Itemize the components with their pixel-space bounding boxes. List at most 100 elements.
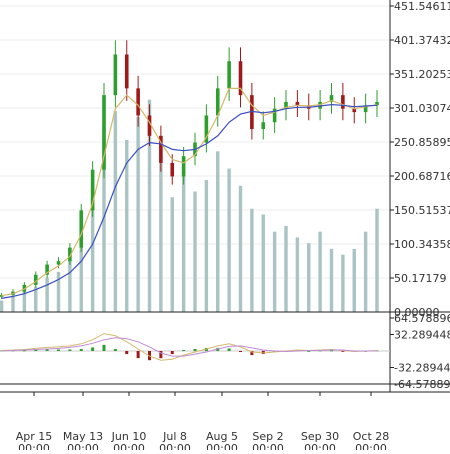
candle-body (147, 115, 152, 136)
candle-body (329, 95, 334, 102)
macd-tick-label: -32.28944 (394, 362, 450, 375)
price-tick-label: 0.00000 (394, 306, 440, 319)
macd-histogram-bar (182, 349, 186, 351)
macd-histogram-bar (91, 347, 95, 351)
volume-bar (159, 162, 163, 312)
volume-bar (181, 174, 186, 312)
candle-body (227, 61, 231, 89)
macd-histogram-bar (102, 344, 106, 351)
date-tick-time-label: 00:00 (206, 442, 238, 450)
date-tick-label: Aug 5 (206, 430, 238, 443)
price-tick-label: 100.34358 (394, 238, 450, 251)
volume-bar (0, 300, 4, 312)
candle-body (204, 115, 209, 143)
macd-histogram-bar (125, 351, 129, 355)
date-tick-label: Apr 15 (16, 430, 53, 443)
volume-bar (204, 180, 209, 312)
candle-body (45, 264, 49, 275)
price-tick-label: 200.68716 (394, 170, 450, 183)
macd-histogram-bar (227, 348, 231, 351)
macd-histogram-bar (341, 351, 345, 352)
volume-bar (147, 99, 152, 313)
candle-body (22, 284, 27, 292)
volume-bar (170, 197, 174, 312)
candle-body (363, 105, 368, 113)
macd-histogram-bar (250, 351, 254, 356)
volume-bar (227, 168, 231, 312)
volume-bar (250, 208, 254, 312)
macd-histogram-bar (159, 351, 163, 359)
candle-body (284, 101, 288, 109)
volume-bar (193, 191, 197, 312)
price-tick-label: 301.03074 (394, 102, 450, 115)
price-tick-label: 351.20253 (394, 68, 450, 81)
volume-bar (45, 277, 49, 312)
macd-histogram-bar (307, 351, 311, 352)
candle-body (352, 108, 357, 113)
volume-bar (216, 151, 220, 312)
volume-bar (68, 260, 72, 312)
price-tick-label: 50.17179 (394, 272, 447, 285)
date-tick-time-label: 00:00 (113, 442, 145, 450)
ma-slow-line (1, 103, 378, 299)
date-tick-label: Jun 10 (111, 430, 147, 443)
macd-signal-line (1, 337, 377, 357)
macd-histogram-bar (45, 349, 49, 351)
date-tick-time-label: 00:00 (159, 442, 191, 450)
volume-bar (261, 214, 265, 312)
volume-bar (56, 271, 61, 312)
macd-histogram-bar (57, 349, 60, 351)
volume-bar (307, 243, 311, 312)
macd-histogram-bar (68, 349, 72, 351)
volume-bar (136, 116, 140, 312)
date-tick-time-label: 00:00 (252, 442, 284, 450)
date-tick-label: Sep 30 (301, 430, 339, 443)
macd-histogram-bar (193, 348, 197, 351)
ma-fast-line (1, 87, 378, 297)
macd-histogram-bar (136, 351, 140, 359)
date-tick-label: May 13 (63, 430, 103, 443)
macd-line (1, 333, 378, 361)
candle-body (136, 88, 140, 116)
candle-body (159, 135, 163, 163)
macd-tick-label: 64.578896 (394, 312, 450, 325)
candle-body (181, 156, 186, 177)
volume-bar (125, 139, 129, 312)
macd-axis: 64.578896 32.289448 -32.28944 -64.57889 (0, 312, 450, 391)
volume-bar (295, 237, 300, 312)
volume-bar (284, 225, 288, 312)
date-tick-time-label: 00:00 (18, 442, 50, 450)
candle-body (341, 95, 345, 109)
date-tick-label: Jul 8 (162, 430, 187, 443)
volume-bar (22, 291, 27, 312)
macd-histogram-bar (79, 348, 83, 351)
volume-bar (79, 231, 83, 312)
volume-bar (102, 128, 106, 312)
volume-bar (238, 185, 243, 312)
volume-bar (363, 231, 368, 312)
candle-body (318, 101, 322, 109)
volume-bar (352, 248, 356, 312)
date-tick-label: Oct 28 (353, 430, 390, 443)
candle-body (56, 261, 61, 265)
candle-body (79, 210, 84, 248)
volume-bar (375, 208, 379, 312)
candle-body (170, 162, 175, 177)
date-tick-time-label: 00:00 (304, 442, 336, 450)
price-tick-label: 401.37432 (394, 34, 450, 47)
candle-body (124, 54, 129, 89)
candle-body (375, 101, 379, 106)
date-tick-label: Sep 2 (252, 430, 283, 443)
price-tick-label: 451.54611 (394, 0, 450, 13)
date-tick-time-label: 00:00 (67, 442, 99, 450)
candlesticks (0, 40, 379, 299)
price-tick-label: 150.51537 (394, 204, 450, 217)
volume-bar (113, 111, 118, 312)
candle-body (215, 88, 220, 116)
volume-bar (341, 254, 345, 312)
candle-body (90, 169, 95, 211)
candle-body (261, 122, 266, 130)
macd-tick-label: -64.57889 (394, 378, 450, 391)
